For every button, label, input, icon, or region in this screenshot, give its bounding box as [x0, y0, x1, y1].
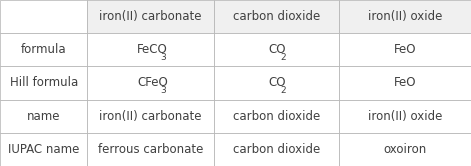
Text: carbon dioxide: carbon dioxide [233, 143, 320, 156]
Text: ferrous carbonate: ferrous carbonate [98, 143, 203, 156]
Bar [87, 0, 214, 33]
Bar [339, 66, 471, 100]
Text: FeO: FeO [394, 43, 416, 56]
Bar [87, 133, 214, 166]
Text: iron(II) carbonate: iron(II) carbonate [99, 10, 202, 23]
Text: 2: 2 [280, 53, 286, 62]
Text: Hill formula: Hill formula [10, 77, 78, 89]
Bar [339, 33, 471, 66]
Text: oxoiron: oxoiron [383, 143, 427, 156]
Text: iron(II) oxide: iron(II) oxide [368, 10, 442, 23]
Text: name: name [27, 110, 61, 123]
Bar [214, 33, 339, 66]
Bar [214, 66, 339, 100]
Text: CO: CO [268, 77, 286, 89]
Text: CO: CO [268, 43, 286, 56]
Text: formula: formula [21, 43, 66, 56]
Bar [339, 0, 471, 33]
Text: 3: 3 [160, 86, 166, 95]
Bar [339, 100, 471, 133]
Text: 2: 2 [280, 86, 286, 95]
Text: IUPAC name: IUPAC name [8, 143, 80, 156]
Text: carbon dioxide: carbon dioxide [233, 10, 320, 23]
Bar [87, 100, 214, 133]
Text: CFeO: CFeO [137, 77, 168, 89]
Text: iron(II) carbonate: iron(II) carbonate [99, 110, 202, 123]
Bar [339, 133, 471, 166]
Text: FeO: FeO [394, 77, 416, 89]
Bar [0, 33, 87, 66]
Bar [0, 133, 87, 166]
Bar [0, 66, 87, 100]
Text: carbon dioxide: carbon dioxide [233, 110, 320, 123]
Bar [214, 0, 339, 33]
Text: FeCO: FeCO [137, 43, 168, 56]
Bar [87, 66, 214, 100]
Bar [0, 100, 87, 133]
Bar [214, 100, 339, 133]
Bar [0, 0, 87, 33]
Text: 3: 3 [160, 53, 166, 62]
Bar [87, 33, 214, 66]
Text: iron(II) oxide: iron(II) oxide [368, 110, 442, 123]
Bar [214, 133, 339, 166]
